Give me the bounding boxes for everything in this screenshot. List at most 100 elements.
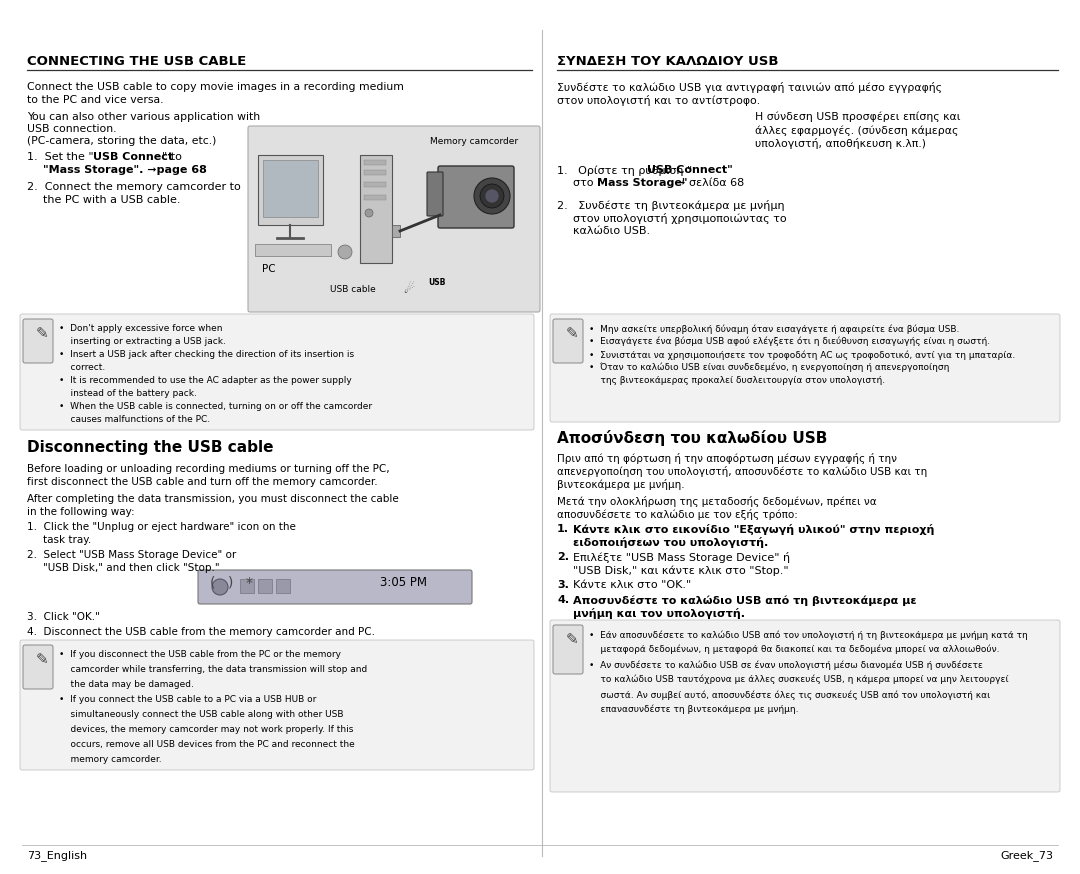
Circle shape — [212, 579, 228, 595]
Text: •  Don't apply excessive force when: • Don't apply excessive force when — [59, 324, 222, 333]
Text: to the PC and vice versa.: to the PC and vice versa. — [27, 95, 163, 105]
Bar — [258, 579, 272, 593]
Text: ✎: ✎ — [566, 632, 579, 647]
Text: (: ( — [210, 576, 216, 590]
Text: 2.  Connect the memory camcorder to: 2. Connect the memory camcorder to — [27, 182, 241, 192]
FancyBboxPatch shape — [23, 319, 53, 363]
Text: ειδοποιήσεων του υπολογιστή.: ειδοποιήσεων του υπολογιστή. — [573, 537, 768, 548]
FancyBboxPatch shape — [23, 645, 53, 689]
Text: simultaneously connect the USB cable along with other USB: simultaneously connect the USB cable alo… — [59, 710, 343, 719]
Text: Disconnecting the USB cable: Disconnecting the USB cable — [27, 440, 273, 455]
Text: βιντεοκάμερα με μνήμη.: βιντεοκάμερα με μνήμη. — [557, 479, 685, 490]
Bar — [364, 195, 386, 200]
Text: ✎: ✎ — [36, 326, 49, 341]
Text: 3:05 PM: 3:05 PM — [380, 576, 427, 589]
Text: Πριν από τη φόρτωση ή την αποφόρτωση μέσων εγγραφής ή την: Πριν από τη φόρτωση ή την αποφόρτωση μέσ… — [557, 453, 897, 464]
Text: (PC-camera, storing the data, etc.): (PC-camera, storing the data, etc.) — [27, 136, 216, 146]
Text: Αποσύνδεση του καλωδίου USB: Αποσύνδεση του καλωδίου USB — [557, 430, 827, 446]
Text: *: * — [246, 576, 253, 590]
Text: USB connection.: USB connection. — [27, 124, 117, 134]
Text: 1.  Set the ": 1. Set the " — [27, 152, 94, 162]
Text: •  Insert a USB jack after checking the direction of its insertion is: • Insert a USB jack after checking the d… — [59, 350, 354, 359]
Text: στο ": στο " — [573, 178, 603, 188]
Text: 4.: 4. — [557, 595, 569, 605]
Text: στον υπολογιστή χρησιμοποιώντας το: στον υπολογιστή χρησιμοποιώντας το — [573, 213, 786, 224]
Text: inserting or extracting a USB jack.: inserting or extracting a USB jack. — [59, 337, 226, 346]
Text: 1.   Ορίστε τη ρύθμιση ": 1. Ορίστε τη ρύθμιση " — [557, 165, 692, 176]
Text: 1.: 1. — [557, 524, 569, 534]
Text: ✎: ✎ — [566, 326, 579, 341]
Text: άλλες εφαρμογές. (σύνδεση κάμερας: άλλες εφαρμογές. (σύνδεση κάμερας — [755, 125, 958, 135]
FancyBboxPatch shape — [550, 314, 1059, 422]
Text: USB cable: USB cable — [330, 285, 376, 294]
Bar — [264, 160, 318, 217]
Text: USB: USB — [428, 278, 445, 287]
Text: 2.  Select "USB Mass Storage Device" or: 2. Select "USB Mass Storage Device" or — [27, 550, 237, 560]
Text: υπολογιστή, αποθήκευση κ.λπ.): υπολογιστή, αποθήκευση κ.λπ.) — [755, 138, 926, 149]
Text: Επιλέξτε "USB Mass Storage Device" ή: Επιλέξτε "USB Mass Storage Device" ή — [573, 552, 791, 563]
FancyBboxPatch shape — [248, 126, 540, 312]
Circle shape — [338, 245, 352, 259]
Bar — [258, 155, 323, 225]
Text: 1.  Click the "Unplug or eject hardware" icon on the: 1. Click the "Unplug or eject hardware" … — [27, 522, 296, 532]
Text: devices, the memory camcorder may not work properly. If this: devices, the memory camcorder may not wo… — [59, 725, 353, 734]
Text: Η σύνδεση USB προσφέρει επίσης και: Η σύνδεση USB προσφέρει επίσης και — [755, 112, 960, 122]
FancyBboxPatch shape — [21, 640, 534, 770]
Text: task tray.: task tray. — [43, 535, 91, 545]
Text: αποσυνδέσετε το καλώδιο με τον εξής τρόπο:: αποσυνδέσετε το καλώδιο με τον εξής τρόπ… — [557, 509, 798, 520]
Text: "USB Disk," and then click "Stop.": "USB Disk," and then click "Stop." — [43, 563, 219, 573]
Text: ✎: ✎ — [36, 652, 49, 667]
FancyBboxPatch shape — [550, 620, 1059, 792]
Text: 4.  Disconnect the USB cable from the memory camcorder and PC.: 4. Disconnect the USB cable from the mem… — [27, 627, 375, 637]
Text: το καλώδιο USB ταυτόχρονα με άλλες συσκευές USB, η κάμερα μπορεί να μην λειτουργ: το καλώδιο USB ταυτόχρονα με άλλες συσκε… — [589, 675, 1009, 684]
Text: "Mass Storage". ➞page 68: "Mass Storage". ➞page 68 — [43, 165, 207, 175]
Text: ☄: ☄ — [403, 283, 415, 296]
Text: Συνδέστε το καλώδιο USB για αντιγραφή ταινιών από μέσο εγγραφής: Συνδέστε το καλώδιο USB για αντιγραφή τα… — [557, 82, 942, 93]
Text: instead of the battery pack.: instead of the battery pack. — [59, 389, 197, 398]
Text: first disconnect the USB cable and turn off the memory camcorder.: first disconnect the USB cable and turn … — [27, 477, 378, 487]
Text: memory camcorder.: memory camcorder. — [59, 755, 162, 764]
Text: επανασυνδέστε τη βιντεοκάμερα με μνήμη.: επανασυνδέστε τη βιντεοκάμερα με μνήμη. — [589, 705, 798, 715]
FancyBboxPatch shape — [553, 625, 583, 674]
Text: καλώδιο USB.: καλώδιο USB. — [573, 226, 650, 236]
Bar — [360, 155, 392, 263]
Circle shape — [486, 190, 498, 202]
Text: 73_English: 73_English — [27, 850, 87, 861]
Text: USB Connect: USB Connect — [93, 152, 173, 162]
Text: 3.  Click "OK.": 3. Click "OK." — [27, 612, 99, 622]
Text: causes malfunctions of the PC.: causes malfunctions of the PC. — [59, 415, 211, 424]
Text: Connect the USB cable to copy movie images in a recording medium: Connect the USB cable to copy movie imag… — [27, 82, 404, 92]
Bar — [240, 579, 254, 593]
Bar — [276, 579, 291, 593]
Text: " to: " to — [162, 152, 181, 162]
Bar — [364, 182, 386, 187]
Text: Before loading or unloading recording mediums or turning off the PC,: Before loading or unloading recording me… — [27, 464, 390, 474]
Text: the PC with a USB cable.: the PC with a USB cable. — [43, 195, 180, 205]
Text: •  If you connect the USB cable to a PC via a USB HUB or: • If you connect the USB cable to a PC v… — [59, 695, 316, 704]
Bar — [392, 225, 400, 237]
Text: the data may be damaged.: the data may be damaged. — [59, 680, 194, 689]
Bar — [364, 170, 386, 175]
Text: correct.: correct. — [59, 363, 105, 372]
Bar — [364, 160, 386, 165]
Text: occurs, remove all USB devices from the PC and reconnect the: occurs, remove all USB devices from the … — [59, 740, 354, 749]
Text: in the following way:: in the following way: — [27, 507, 135, 517]
Circle shape — [480, 184, 504, 208]
Text: USB Connect": USB Connect" — [647, 165, 732, 175]
Text: Κάντε κλικ στο "OK.": Κάντε κλικ στο "OK." — [573, 580, 691, 590]
Text: Greek_73: Greek_73 — [1000, 850, 1053, 861]
Text: Μετά την ολοκλήρωση της μεταδοσής δεδομένων, πρέπει να: Μετά την ολοκλήρωση της μεταδοσής δεδομέ… — [557, 496, 877, 507]
FancyBboxPatch shape — [438, 166, 514, 228]
Text: •  When the USB cable is connected, turning on or off the camcorder: • When the USB cable is connected, turni… — [59, 402, 373, 411]
Bar — [255, 244, 330, 256]
Text: Mass Storage": Mass Storage" — [597, 178, 688, 188]
Text: . ➞ σελίδα 68: . ➞ σελίδα 68 — [669, 178, 744, 188]
Text: •  Εάν αποσυνδέσετε το καλώδιο USB από τον υπολογιστή ή τη βιντεοκάμερα με μνήμη: • Εάν αποσυνδέσετε το καλώδιο USB από το… — [589, 630, 1028, 640]
Text: After completing the data transmission, you must disconnect the cable: After completing the data transmission, … — [27, 494, 399, 504]
Text: απενεργοποίηση του υπολογιστή, αποσυνδέστε το καλώδιο USB και τη: απενεργοποίηση του υπολογιστή, αποσυνδέσ… — [557, 466, 928, 477]
Text: Memory camcorder: Memory camcorder — [430, 137, 518, 146]
Text: •  Συνιστάται να χρησιμοποιήσετε τον τροφοδότη AC ως τροφοδοτικό, αντί για τη μπ: • Συνιστάται να χρησιμοποιήσετε τον τροφ… — [589, 350, 1015, 359]
Text: •  Εισαγάγετε ένα βύσμα USB αφού ελέγξετε ότι η διεύθυνση εισαγωγής είναι η σωστ: • Εισαγάγετε ένα βύσμα USB αφού ελέγξετε… — [589, 337, 990, 346]
Text: •  If you disconnect the USB cable from the PC or the memory: • If you disconnect the USB cable from t… — [59, 650, 341, 659]
FancyBboxPatch shape — [427, 172, 443, 216]
